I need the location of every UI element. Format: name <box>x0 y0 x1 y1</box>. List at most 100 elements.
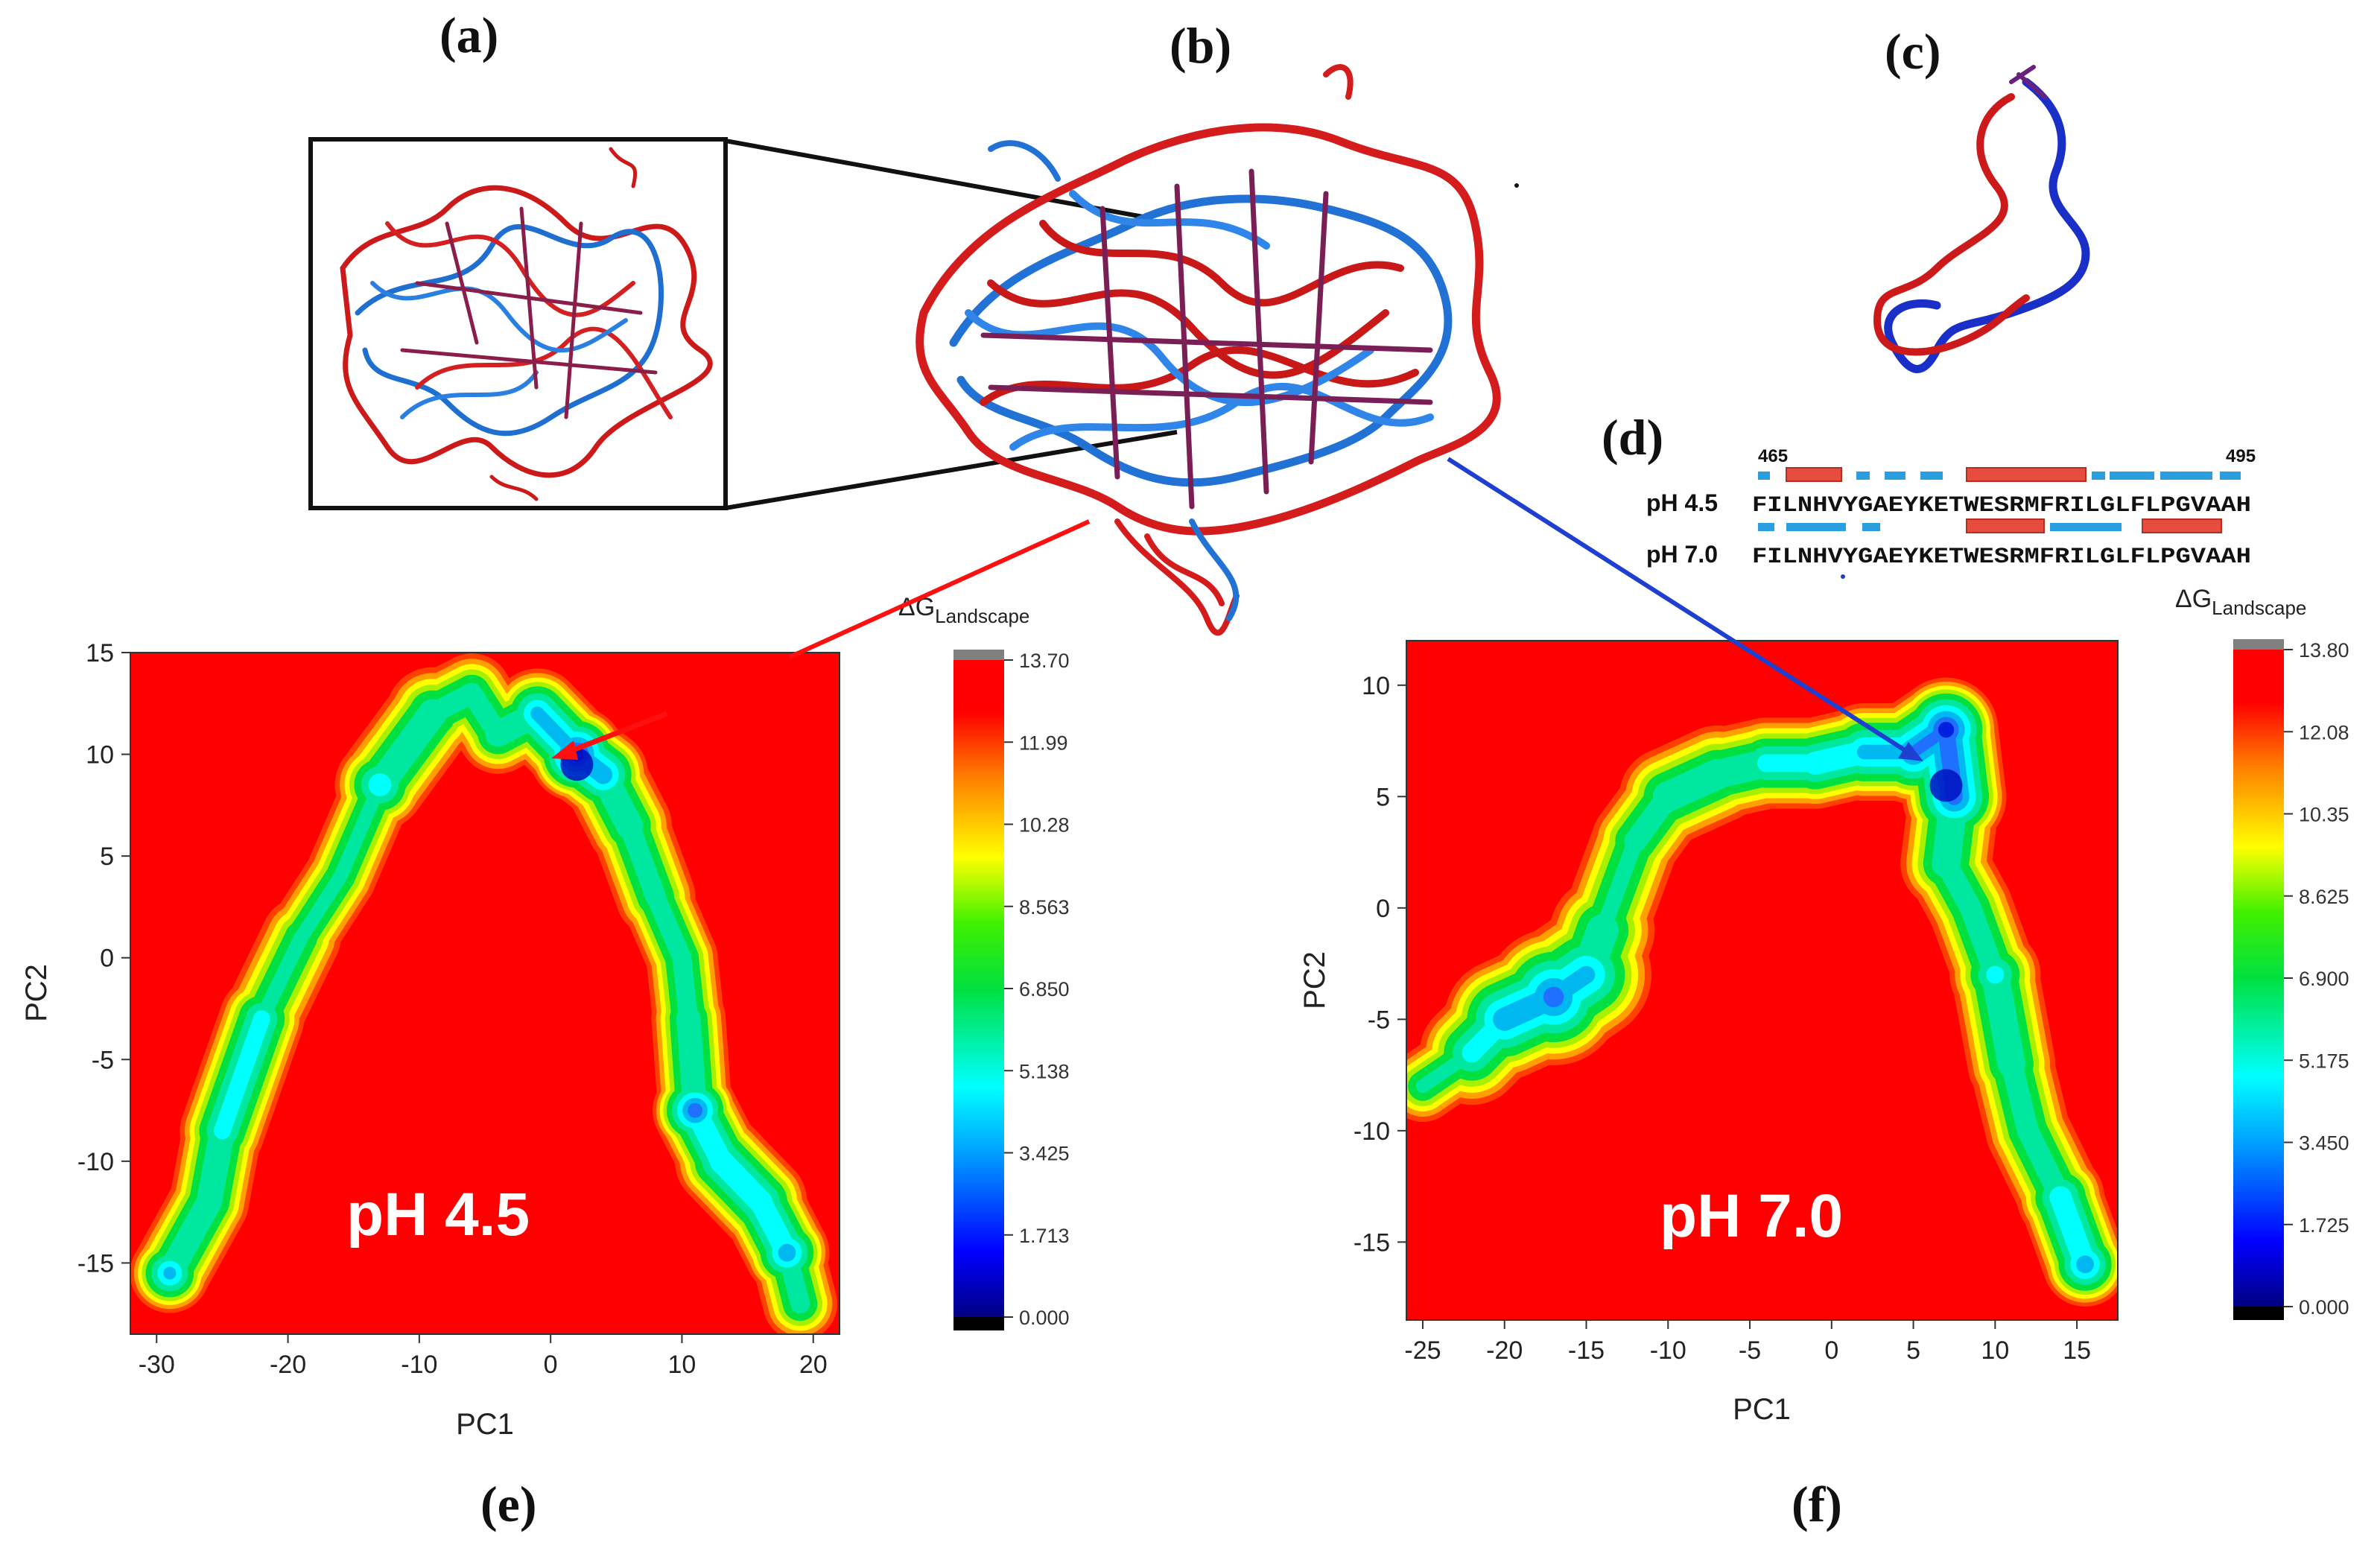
ss-bars-ph70 <box>1758 518 2222 533</box>
sequence-panel: 465 495 pH 4.5 FILNHVYGAEYKETWESRMFRILGL… <box>1646 446 2256 579</box>
landscape-cell <box>163 1266 177 1280</box>
landscape-segment <box>749 1190 799 1264</box>
chart-e-xlabel: PC1 <box>456 1408 514 1441</box>
zoom-line-bottom <box>725 430 1178 510</box>
landscape-segment <box>619 815 667 907</box>
x-tick-label: -30 <box>139 1351 175 1379</box>
x-tick-label: 15 <box>2063 1336 2091 1365</box>
colorbar-tick-label: 1.725 <box>2299 1214 2349 1237</box>
x-tick-label: 0 <box>544 1351 558 1379</box>
chart-e-colorbar: 13.70 11.99 10.28 8.563 6.850 5.138 3.425 1.713… <box>898 593 1070 1330</box>
connector-arrows <box>551 457 1923 761</box>
landscape-cell <box>1986 965 2005 984</box>
protein-cartoon-a <box>340 147 713 501</box>
chart-f-axes: -25 -20 -15 -10 -5 0 5 10 15 -15 -10 -5 0 5 10 <box>1354 672 2091 1365</box>
landscape-segment <box>1981 960 2025 1078</box>
colorbar-tick-label: 3.450 <box>2299 1132 2349 1155</box>
colorbar-tick-label: 0.000 <box>2299 1296 2349 1319</box>
landscape-segment <box>2000 1053 2039 1142</box>
x-tick-label: 20 <box>799 1351 828 1379</box>
y-tick-label: 5 <box>1376 783 1390 811</box>
blue-arrow <box>1447 457 1912 756</box>
y-tick-label: -10 <box>1354 1117 1390 1146</box>
landscape-band-9 <box>1938 722 1955 738</box>
colorbar-tick-label: 5.175 <box>2299 1050 2349 1072</box>
landscape-segment <box>293 869 348 945</box>
panel-label-d: (d) <box>1602 409 1664 466</box>
zoom-line-top <box>725 139 1148 220</box>
seq-row-label-ph70: pH 7.0 <box>1646 541 1718 568</box>
landscape-cell <box>778 1243 796 1262</box>
colorbar-tick-label: 8.625 <box>2299 886 2349 908</box>
red-arrow <box>562 711 668 757</box>
colorbar-tick-label: 6.850 <box>1019 978 1070 1000</box>
seq-row-ph45: FILNHVYGAEYKETWESRMFRILGLFLPGVAAH <box>1752 493 2251 518</box>
landscape-segment <box>333 778 387 883</box>
protein-cartoon-c <box>1873 65 2090 373</box>
x-tick-label: -5 <box>1739 1336 1761 1365</box>
landscape-segment <box>365 699 447 799</box>
panel-label-c: (c) <box>1885 23 1941 80</box>
seq-row-label-ph45: pH 4.5 <box>1646 489 1718 516</box>
y-tick-label: 5 <box>100 843 114 871</box>
y-tick-label: 10 <box>1362 672 1390 700</box>
landscape-segment <box>1594 878 1627 939</box>
x-tick-label: -10 <box>1650 1336 1686 1365</box>
y-tick-label: -5 <box>92 1046 114 1074</box>
colorbar-tick-label: 13.80 <box>2299 639 2349 662</box>
panel-label-e: (e) <box>480 1476 537 1532</box>
chart-e-annotation: pH 4.5 <box>346 1181 530 1249</box>
chart-f-xlabel: PC1 <box>1733 1393 1791 1426</box>
landscape-cell <box>688 1103 702 1118</box>
chart-f-landscape <box>1406 677 2118 1307</box>
landscape-cell <box>2076 1255 2095 1274</box>
ss-bars-ph45 <box>1758 467 2241 482</box>
x-tick-label: 10 <box>1981 1336 2009 1365</box>
landscape-segment <box>214 1010 270 1140</box>
stray-dot <box>1514 183 1519 188</box>
x-tick-label: 10 <box>668 1351 696 1379</box>
x-tick-label: 5 <box>1906 1336 1920 1365</box>
landscape-segment <box>156 1189 222 1287</box>
chart-f-annotation: pH 7.0 <box>1660 1182 1843 1250</box>
landscape-cell <box>1938 722 1955 738</box>
chart-e-ylabel: PC2 <box>20 964 53 1022</box>
seq-row-ph70: FILNHVYGAEYKETWESRMFRILGLFLPGVAAH <box>1752 545 2251 570</box>
y-tick-label: 0 <box>1376 895 1390 923</box>
colorbar-tick-label: 13.70 <box>1019 650 1070 672</box>
colorbar-tick-label: 10.28 <box>1019 814 1070 837</box>
landscape-segment <box>646 887 692 968</box>
chart-f-ylabel: PC2 <box>1298 951 1331 1009</box>
protein-cartoon-b <box>915 64 1501 636</box>
minimum-basin <box>1929 769 1963 802</box>
y-tick-label: -5 <box>1368 1006 1390 1034</box>
panel-label-b: (b) <box>1170 17 1232 74</box>
seq-start-number: 465 <box>1758 446 1788 466</box>
blue-arrow-head <box>1898 742 1923 761</box>
protein-structures <box>308 64 2090 636</box>
colorbar-tick-label: 10.35 <box>2299 804 2349 826</box>
chart-f-colorbar-title: ΔGLandscape <box>2175 585 2306 619</box>
panel-label-f: (f) <box>1792 1476 1842 1532</box>
panel-label-a: (a) <box>439 7 499 63</box>
x-tick-label: 0 <box>1824 1336 1838 1365</box>
chart-f-colorbar: 13.80 12.08 10.35 8.625 6.900 5.175 3.450 1.725… <box>2175 585 2349 1320</box>
colorbar-tick-label: 6.900 <box>2299 968 2349 990</box>
colorbar-tick-label: 3.425 <box>1019 1143 1070 1165</box>
colorbar-tick-label: 12.08 <box>2299 721 2349 743</box>
y-tick-label: -10 <box>77 1148 114 1176</box>
colorbar-tick-label: 1.713 <box>1019 1225 1070 1247</box>
x-tick-label: -20 <box>1486 1336 1523 1365</box>
landscape-cell <box>368 773 392 796</box>
red-connector-line <box>788 519 1091 659</box>
x-tick-label: -25 <box>1404 1336 1441 1365</box>
colorbar-tick-label: 11.99 <box>1019 732 1068 754</box>
y-tick-label: -15 <box>77 1249 114 1278</box>
x-tick-label: -15 <box>1568 1336 1605 1365</box>
landscape-segment <box>254 930 309 1027</box>
chart-e-axes: -30 -20 -10 0 10 20 -15 -10 -5 0 5 10 15 <box>77 639 828 1379</box>
landscape-cell <box>1543 986 1564 1008</box>
seq-end-number: 495 <box>2226 446 2256 466</box>
